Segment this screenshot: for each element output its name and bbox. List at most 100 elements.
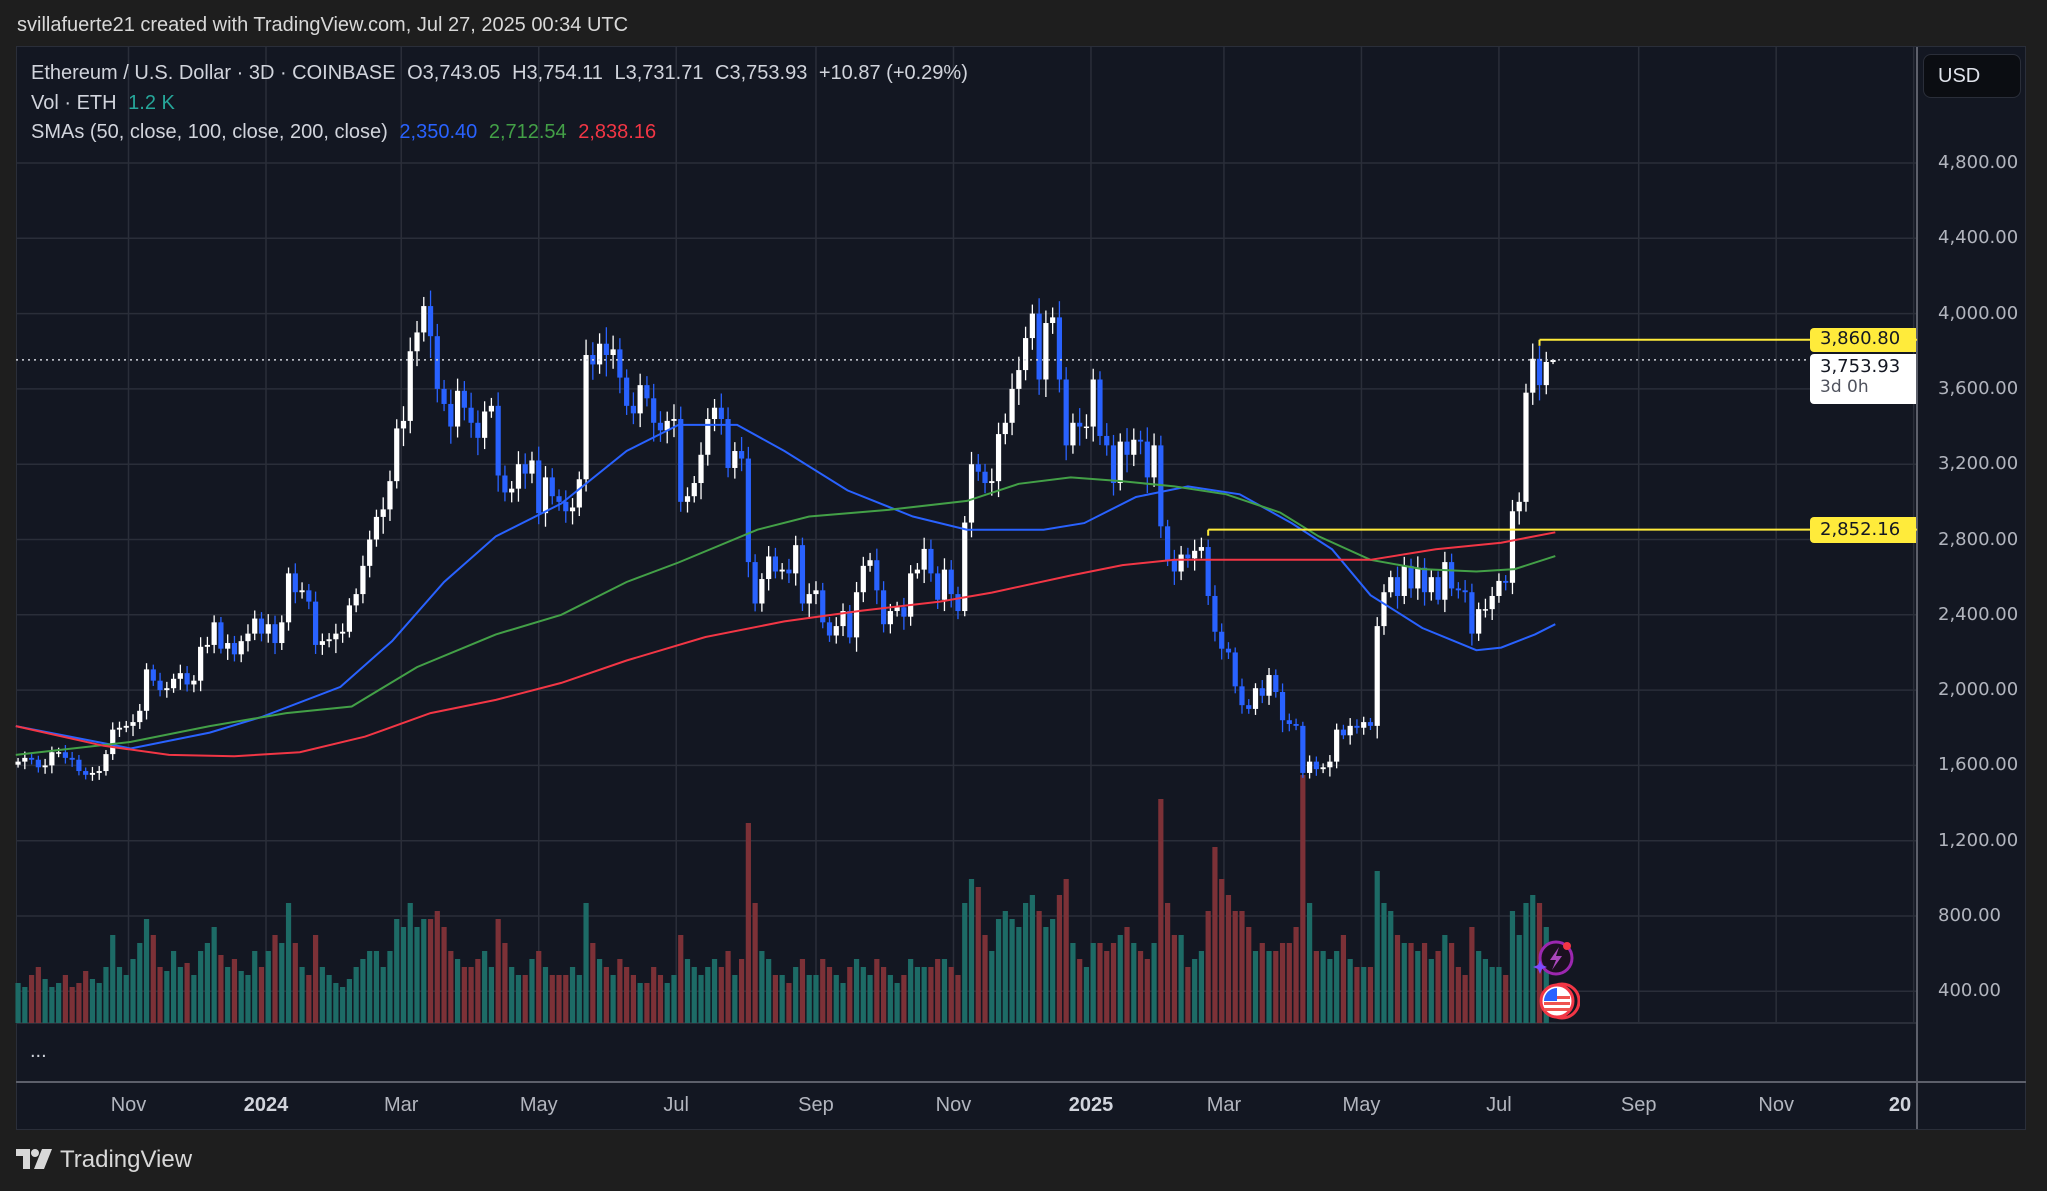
volume-bar (1354, 967, 1360, 1023)
candle-body (887, 611, 893, 625)
candle-body (1259, 688, 1265, 696)
x-tick-label: Sep (798, 1094, 834, 1116)
y-tick-label: 2,800.00 (1938, 528, 2019, 550)
candle-body (502, 475, 508, 493)
candle-body (49, 752, 55, 766)
currency-button[interactable]: USD (1923, 54, 2021, 98)
more-indicators-button[interactable]: ... (30, 1040, 47, 1062)
volume-bar (1198, 951, 1205, 1023)
candle-body (1144, 441, 1150, 478)
footer-brand-name: TradingView (60, 1146, 193, 1173)
symbol-title[interactable]: Ethereum / U.S. Dollar · 3D · COINBASE (31, 62, 396, 84)
candle-body (664, 420, 670, 431)
candle-body (373, 516, 380, 540)
us-flag-event-icon[interactable] (1538, 982, 1581, 1025)
volume-bar (1252, 951, 1259, 1023)
volume-bar (1361, 967, 1367, 1023)
volume-bar (569, 967, 576, 1023)
volume-bar (373, 951, 380, 1023)
volume-bar (860, 967, 866, 1023)
volume-value: 1.2 K (128, 92, 175, 114)
volume-bar (1428, 959, 1434, 1023)
volume-bar (407, 903, 413, 1023)
volume-bar (1090, 943, 1096, 1023)
candle-body (813, 590, 819, 595)
volume-bar (1246, 927, 1252, 1023)
candle-body (1050, 317, 1056, 324)
volume-bar (353, 967, 359, 1023)
volume-bar (1543, 927, 1549, 1023)
ohlc-close: C3,753.93 (715, 62, 808, 84)
x-tick-label: Jul (1486, 1094, 1512, 1116)
candle-body (1489, 595, 1495, 610)
candle-body (69, 757, 75, 760)
candle-body (367, 539, 373, 566)
sma-label[interactable]: SMAs (50, close, 100, close, 200, close) (31, 121, 388, 143)
candle-body (83, 771, 89, 775)
candle-body (955, 594, 961, 612)
candle-body (488, 405, 494, 412)
candle-body (191, 680, 197, 685)
candle-body (1185, 554, 1191, 559)
candle-body (279, 622, 285, 644)
candle-body (1307, 761, 1313, 773)
candle-body (1192, 550, 1198, 559)
candle-body (542, 477, 549, 514)
candle-body (1097, 379, 1103, 436)
candle-body (691, 483, 697, 497)
volume-bar (83, 971, 89, 1023)
candle-body (292, 573, 298, 593)
candle-body (1455, 588, 1461, 591)
volume-bar (434, 911, 440, 1023)
volume-bar (1083, 967, 1090, 1023)
candle-body (231, 643, 238, 655)
sma-line (15, 531, 1556, 758)
volume-bar (225, 967, 231, 1023)
candle-body (394, 428, 400, 482)
volume-bar (367, 951, 373, 1023)
x-tick-label: Nov (935, 1094, 972, 1116)
volume-label[interactable]: Vol · ETH (31, 92, 117, 114)
candle-body (198, 646, 204, 681)
candle-body (935, 573, 941, 600)
volume-bar (603, 967, 609, 1023)
volume-bar (1029, 895, 1035, 1023)
volume-bar (1239, 911, 1245, 1023)
candle-body (1171, 560, 1177, 572)
candle-body (1462, 590, 1468, 593)
candle-body (1205, 547, 1211, 596)
candle-body (1083, 426, 1090, 429)
lightning-event-icon[interactable] (1532, 940, 1576, 985)
volume-bar (1530, 895, 1536, 1023)
y-tick-label: 2,000.00 (1938, 679, 2019, 701)
volume-bar (705, 967, 711, 1023)
volume-bar (1489, 967, 1495, 1023)
volume-bar (894, 983, 900, 1023)
volume-bar (745, 823, 751, 1023)
chart-attribution: svillafuerte21 created with TradingView.… (17, 14, 629, 36)
candle-body (914, 569, 921, 574)
volume-bar (265, 951, 271, 1023)
candle-body (1374, 626, 1380, 726)
volume-legend: Vol · ETH 1.2 K (31, 92, 181, 115)
volume-bar (1469, 927, 1475, 1023)
candle-body (536, 460, 542, 514)
candle-body (1476, 609, 1482, 634)
candle-body (1110, 445, 1117, 484)
volume-bar (914, 967, 921, 1023)
volume-bar (806, 975, 812, 1023)
candle-body (948, 569, 954, 595)
candle-body (299, 590, 305, 593)
candle-body (657, 422, 664, 431)
sma50-value: 2,350.40 (399, 121, 478, 143)
volume-bar (813, 975, 819, 1023)
volume-bar (1286, 943, 1292, 1023)
candle-body (427, 306, 434, 337)
volume-bar (644, 983, 650, 1023)
y-tick-label: 400.00 (1938, 980, 2001, 1002)
resistance-price-label: 3,860.80 (1810, 328, 1916, 352)
volume-bar (617, 959, 623, 1023)
y-tick-label: 2,400.00 (1938, 603, 2019, 625)
candle-body (1320, 767, 1326, 770)
